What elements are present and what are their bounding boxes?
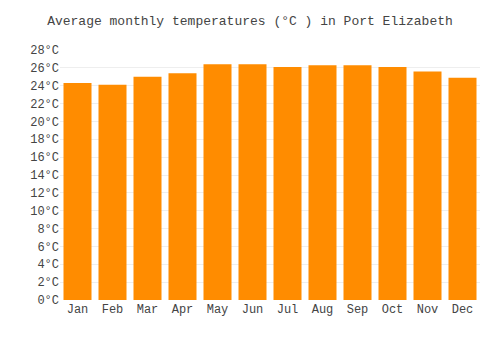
- svg-text:Sep: Sep: [347, 303, 369, 317]
- svg-text:Dec: Dec: [452, 303, 474, 317]
- svg-text:16°C: 16°C: [30, 151, 59, 165]
- svg-text:Feb: Feb: [102, 303, 124, 317]
- svg-text:2°C: 2°C: [37, 276, 59, 290]
- svg-text:18°C: 18°C: [30, 133, 59, 147]
- svg-text:0°C: 0°C: [37, 294, 59, 308]
- svg-text:24°C: 24°C: [30, 80, 59, 94]
- svg-text:28°C: 28°C: [30, 44, 59, 58]
- svg-text:Aug: Aug: [312, 303, 334, 317]
- svg-text:Oct: Oct: [382, 303, 404, 317]
- svg-text:12°C: 12°C: [30, 187, 59, 201]
- svg-text:Jun: Jun: [242, 303, 264, 317]
- svg-text:May: May: [207, 303, 229, 317]
- svg-text:20°C: 20°C: [30, 116, 59, 130]
- svg-text:Jan: Jan: [67, 303, 89, 317]
- svg-text:6°C: 6°C: [37, 241, 59, 255]
- svg-text:4°C: 4°C: [37, 258, 59, 272]
- svg-text:Apr: Apr: [172, 303, 194, 317]
- svg-text:Mar: Mar: [137, 303, 159, 317]
- svg-text:8°C: 8°C: [37, 223, 59, 237]
- svg-text:10°C: 10°C: [30, 205, 59, 219]
- svg-text:Average monthly temperatures (: Average monthly temperatures (°C ) in Po…: [47, 14, 453, 29]
- svg-text:14°C: 14°C: [30, 169, 59, 183]
- svg-text:26°C: 26°C: [30, 62, 59, 76]
- svg-text:Nov: Nov: [417, 303, 439, 317]
- svg-text:Jul: Jul: [277, 303, 299, 317]
- svg-text:22°C: 22°C: [30, 98, 59, 112]
